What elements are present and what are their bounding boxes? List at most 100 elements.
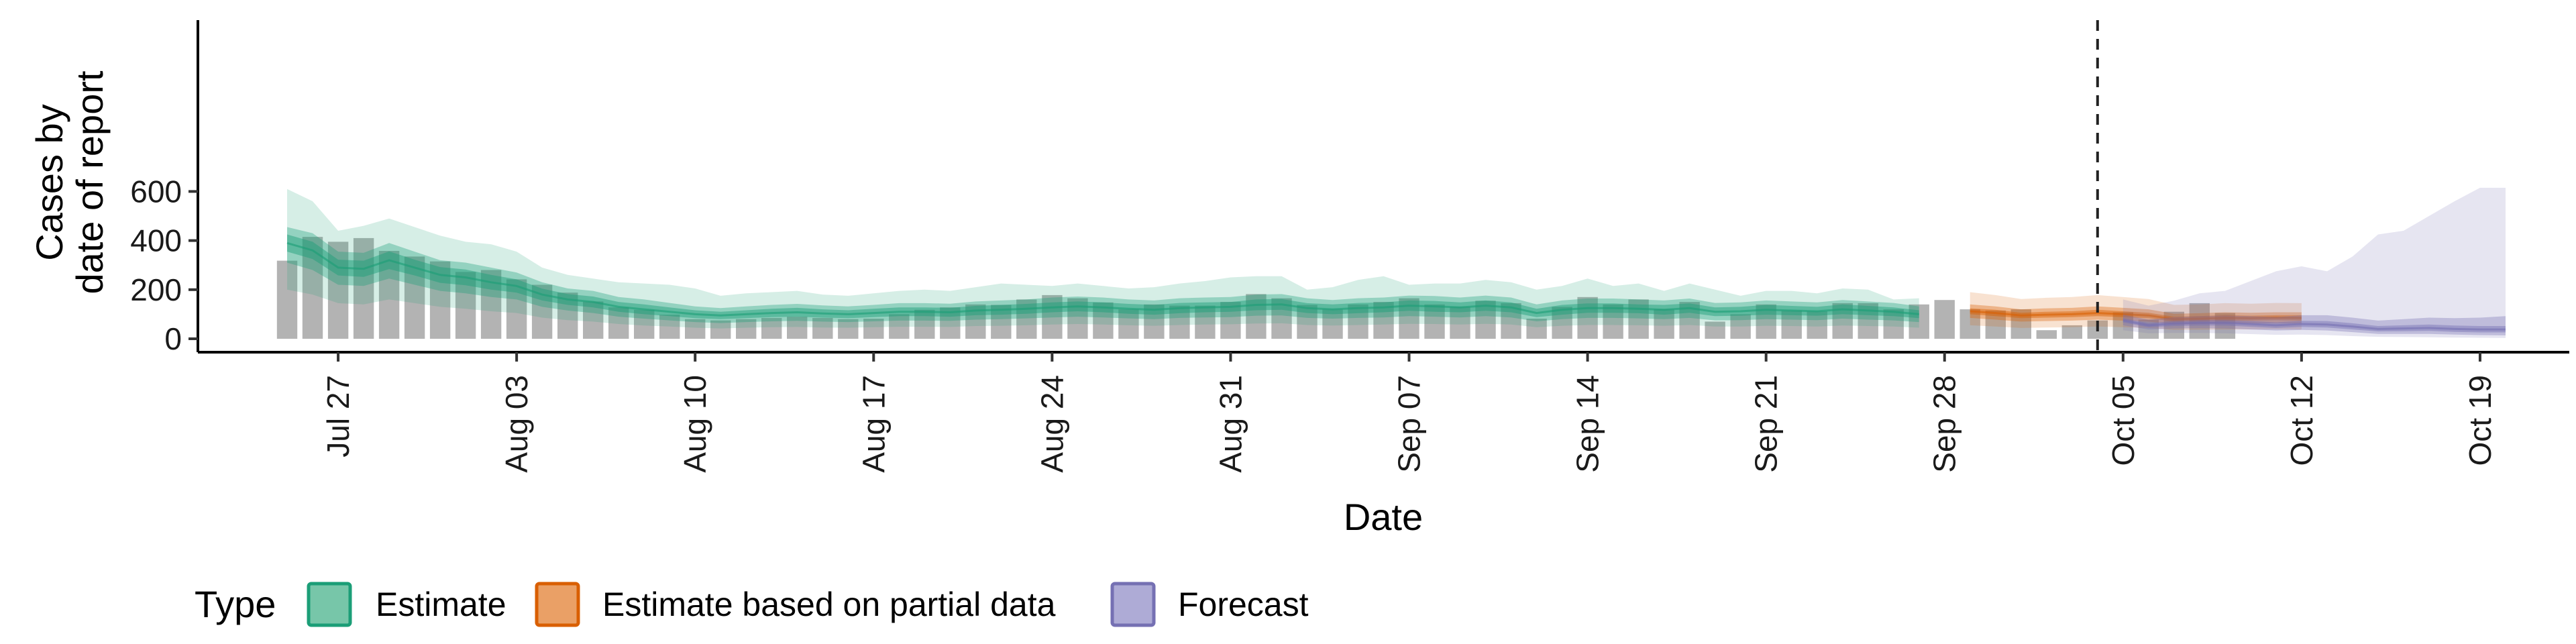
x-tick-label: Aug 31 — [1213, 375, 1248, 473]
x-tick-label: Jul 27 — [321, 375, 356, 458]
bar — [914, 309, 935, 339]
legend-item-forecast: Forecast — [1110, 582, 1309, 627]
band-2 — [287, 189, 1919, 329]
series-estimate — [286, 189, 1919, 329]
legend-label-partial-data: Estimate based on partial data — [602, 586, 1056, 623]
x-tick-label: Oct 12 — [2284, 375, 2319, 466]
bar — [634, 309, 655, 339]
y-axis-title: Cases by date of report — [28, 70, 111, 294]
y-axis-ticks: 0 200 400 600 — [130, 174, 198, 356]
bar — [659, 315, 680, 339]
y-tick-label: 0 — [164, 321, 182, 356]
band-1 — [287, 227, 1919, 323]
bar — [1883, 309, 1904, 339]
legend-key-forecast — [1110, 582, 1156, 627]
y-tick-label: 400 — [130, 223, 182, 258]
median-line — [2123, 319, 2506, 331]
y-axis-title-line-2: date of report — [68, 70, 111, 294]
x-tick-label: Aug 10 — [678, 375, 712, 473]
bar — [1730, 314, 1751, 339]
bar — [2189, 303, 2210, 339]
bar — [685, 319, 706, 339]
median-line — [286, 241, 1919, 317]
bar — [1705, 321, 1725, 339]
bar — [353, 237, 374, 339]
x-tick-label: Aug 24 — [1034, 375, 1069, 473]
legend: Type Estimate Estimate based on partial … — [195, 582, 1309, 627]
bar — [455, 272, 476, 339]
bar — [889, 314, 910, 339]
legend-item-estimate: Estimate — [307, 582, 506, 627]
bar — [1807, 311, 1827, 339]
x-axis-title: Date — [1344, 496, 1423, 538]
bar — [787, 317, 808, 339]
bar — [1322, 309, 1343, 339]
bar — [2163, 311, 2184, 339]
bar — [1781, 310, 1802, 339]
bar — [1985, 310, 2006, 339]
bar — [838, 319, 859, 339]
x-axis-ticks: Jul 27 Aug 03 Aug 10 Aug 17 Aug 24 Aug 31 Sep … — [321, 352, 2498, 473]
bar — [1042, 294, 1063, 339]
bar — [863, 319, 884, 339]
bar — [1909, 304, 1929, 339]
bar — [1577, 297, 1598, 339]
legend-key-estimate — [307, 582, 352, 627]
bar — [1934, 300, 1955, 339]
bar — [1195, 305, 1216, 339]
x-tick-label: Oct 19 — [2463, 375, 2498, 466]
x-tick-label: Sep 14 — [1570, 375, 1605, 473]
bar — [1654, 309, 1674, 339]
x-tick-label: Oct 05 — [2106, 375, 2141, 466]
bar — [1246, 294, 1267, 339]
bar — [1424, 304, 1445, 339]
bar — [1297, 305, 1318, 339]
legend-title: Type — [195, 583, 276, 625]
bar — [327, 241, 349, 339]
bar — [1169, 305, 1190, 339]
bar — [761, 317, 782, 339]
bar — [736, 319, 757, 339]
bar — [1526, 319, 1547, 339]
bar — [1628, 299, 1649, 339]
band-2 — [2123, 187, 2506, 338]
x-tick-label: Aug 17 — [856, 375, 891, 473]
bar — [2112, 312, 2133, 339]
bar — [1960, 309, 1980, 339]
legend-label-forecast: Forecast — [1178, 586, 1309, 623]
y-tick-label: 600 — [130, 174, 182, 209]
bar — [378, 251, 400, 339]
legend-key-partial-data — [535, 582, 580, 627]
legend-label-estimate: Estimate — [376, 586, 506, 623]
bar — [1552, 307, 1572, 339]
x-tick-label: Sep 21 — [1749, 375, 1784, 473]
bar — [2138, 319, 2159, 339]
x-tick-label: Sep 07 — [1392, 375, 1427, 473]
estimate-ribbons — [286, 187, 2506, 338]
bar — [1858, 303, 1878, 339]
y-axis-title-line-1: Cases by — [28, 104, 70, 260]
legend-item-partial-data: Estimate based on partial data — [535, 582, 1056, 627]
bar — [1016, 299, 1037, 339]
series-estimate-based-on-partial-data — [1970, 292, 2302, 330]
band-2 — [1970, 292, 2302, 330]
bar — [1603, 304, 1623, 339]
series-forecast — [2123, 187, 2506, 338]
bar — [608, 307, 629, 339]
bar — [1450, 307, 1470, 339]
bar — [276, 260, 298, 339]
x-tick-label: Aug 03 — [499, 375, 534, 473]
median-line — [1970, 310, 2302, 321]
y-tick-label: 200 — [130, 272, 182, 307]
bar — [812, 317, 833, 339]
bar — [583, 301, 604, 339]
bar — [1348, 304, 1368, 339]
bar — [1118, 309, 1139, 339]
bar — [2061, 325, 2082, 339]
bar — [2036, 330, 2057, 339]
bar — [1220, 302, 1241, 339]
bar — [710, 320, 731, 339]
x-tick-label: Sep 28 — [1927, 375, 1962, 473]
bar — [1067, 298, 1088, 339]
